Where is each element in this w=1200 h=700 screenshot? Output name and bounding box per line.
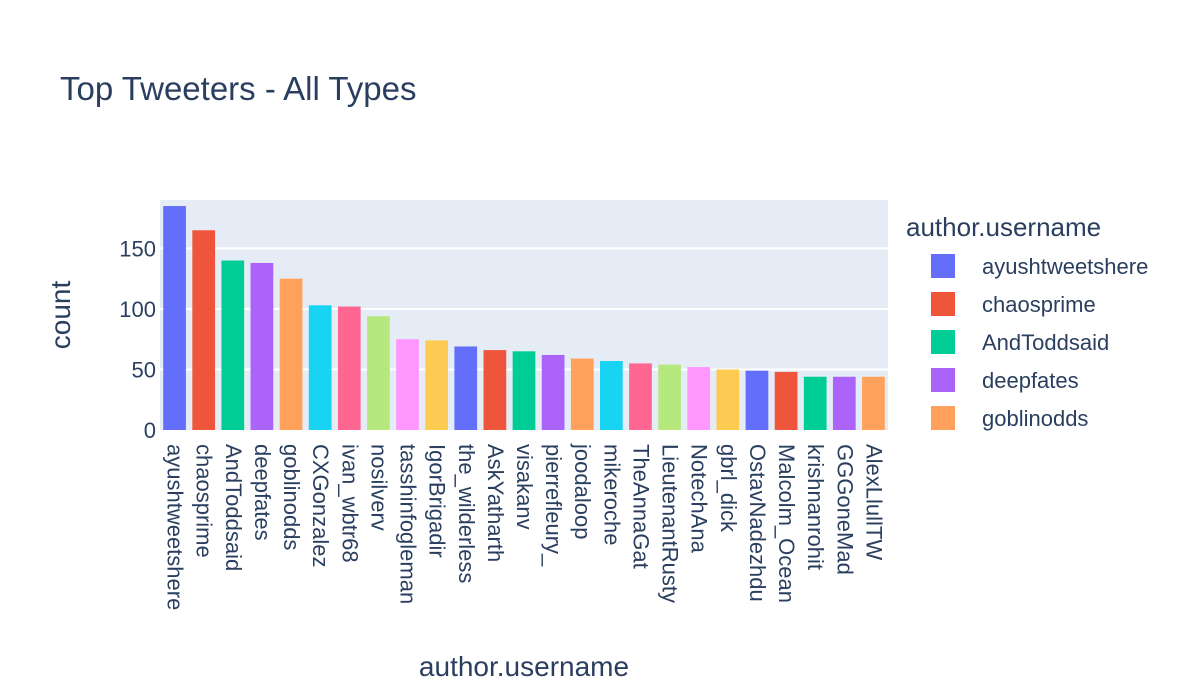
legend-swatch [931,368,955,392]
bar-AskYatharth [483,350,507,430]
x-tick-label: krishnanrohit [803,444,828,570]
bar-joodaloop [570,358,594,430]
bar-IgorBrigadir [425,340,448,430]
bar-NotechAna [687,367,711,430]
x-tick-label: deepfates [250,444,275,541]
y-tick-label: 0 [144,418,156,443]
bar-OstavNadezhdu [745,370,769,430]
bar-deepfates [250,262,274,430]
x-tick-label: OstavNadezhdu [745,444,770,602]
x-tick-label: LieutenantRusty [658,444,683,603]
legend-label: goblinodds [982,406,1088,431]
bar-CXGonzalez [308,305,332,430]
bar-nosilverv [367,316,390,430]
y-tick-label: 150 [119,236,156,261]
x-tick-label: pierrefleury_ [541,444,566,567]
x-tick-label: IgorBrigadir [425,444,450,558]
x-tick-label: AskYatharth [483,444,508,562]
bar-ivan_wbtr68 [337,306,361,430]
bar-GGGoneMad [832,376,856,430]
bars [163,206,885,430]
legend-label: deepfates [982,368,1079,393]
x-tick-label: NotechAna [687,444,712,554]
bar-AlexLlullTW [862,376,885,430]
y-tick-label: 50 [132,357,156,382]
bar-tasshinfogleman [396,339,419,430]
bar-pierrefleury_ [541,354,565,430]
x-axis-title: author.username [419,651,629,682]
x-tick-label: tasshinfogleman [396,444,421,604]
bar-goblinodds [279,278,303,430]
bar-TheAnnaGat [629,363,652,430]
x-tick-label: TheAnnaGat [628,444,653,569]
legend-label: ayushtweetshere [982,254,1148,279]
x-tick-label: goblinodds [279,444,304,550]
legend-label: AndToddsaid [982,330,1109,355]
x-tick-label: GGGoneMad [832,444,857,575]
x-tick-label: visakanv [512,444,537,530]
bar-the_wilderless [454,346,478,430]
y-axis-ticks: 0 50 100 150 [119,236,156,443]
bar-mikeroche [600,361,623,430]
x-tick-label: gbrl_dick [716,444,741,533]
bar-ayushtweetshere [163,206,186,430]
legend-swatch [931,254,955,278]
bar-Malcolm_Ocean [774,371,798,430]
legend-swatch [931,406,955,430]
bar-AndToddsaid [221,260,245,430]
bar-krishnanrohit [803,376,827,430]
chart-title: Top Tweeters - All Types [60,70,416,107]
bar-gbrl_dick [716,369,740,430]
x-tick-label: chaosprime [192,444,217,558]
x-tick-label: joodaloop [570,443,595,539]
legend-swatch [931,330,955,354]
bar-LieutenantRusty [658,364,681,430]
x-tick-label: CXGonzalez [308,444,333,568]
x-tick-label: the_wilderless [454,444,479,583]
x-tick-label: AndToddsaid [221,444,246,571]
bar-chaosprime [192,230,216,430]
bar-visakanv [512,351,536,430]
x-axis-ticks: ayushtweetshere chaosprime AndToddsaid deep… [163,443,887,610]
legend-title: author.username [906,212,1101,242]
x-tick-label: ayushtweetshere [163,444,188,610]
legend-label: chaosprime [982,292,1096,317]
x-tick-label: nosilverv [366,444,391,531]
x-tick-label: ivan_wbtr68 [337,444,362,563]
legend-swatch [931,292,955,316]
y-axis-title: count [45,281,76,350]
x-tick-label: AlexLlullTW [861,444,886,560]
x-tick-label: mikeroche [599,444,624,545]
x-tick-label: Malcolm_Ocean [774,444,799,603]
legend: author.username ayushtweetshere chaosprim… [906,212,1148,431]
y-tick-label: 100 [119,297,156,322]
